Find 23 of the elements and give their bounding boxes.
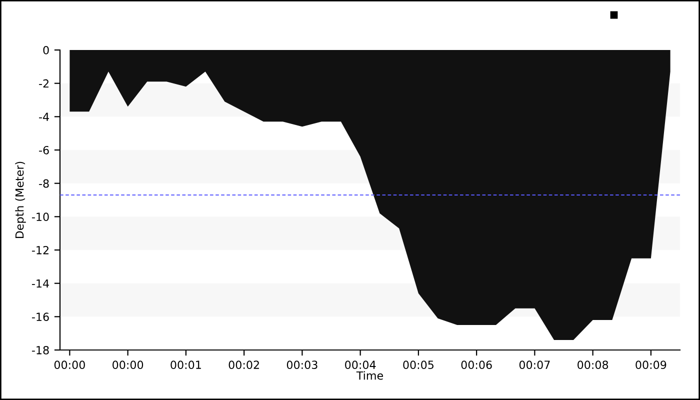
x-tick-label: 00:00: [54, 360, 85, 370]
x-tick-label: 00:06: [461, 360, 492, 370]
x-axis-title: Time: [356, 371, 383, 380]
y-tick-label: -14: [32, 279, 49, 288]
y-tick-label: -4: [39, 112, 49, 121]
x-tick-label: 00:04: [345, 360, 376, 370]
y-tick-label: -10: [32, 212, 49, 222]
x-tick-label: 00:03: [286, 360, 318, 370]
y-tick-label: -12: [32, 246, 48, 254]
y-axis-title: Depth (Meter): [15, 162, 26, 238]
x-tick-label: 00:05: [403, 360, 434, 370]
y-tick-label: -8: [39, 179, 49, 188]
y-tick-label: -18: [32, 346, 49, 354]
y-tick-label: -16: [32, 312, 49, 322]
x-tick-label: 00:01: [170, 360, 201, 370]
y-tick-label: 0: [43, 46, 49, 54]
x-tick-label: 00:07: [519, 360, 550, 370]
x-tick-label: 00:08: [578, 360, 608, 370]
x-tick-label: 00:02: [228, 360, 259, 370]
x-tick-label: 00:00: [112, 360, 144, 370]
y-tick-label: -2: [39, 79, 48, 88]
y-tick-label: -6: [39, 146, 49, 154]
x-tick-label: 00:09: [636, 360, 666, 370]
